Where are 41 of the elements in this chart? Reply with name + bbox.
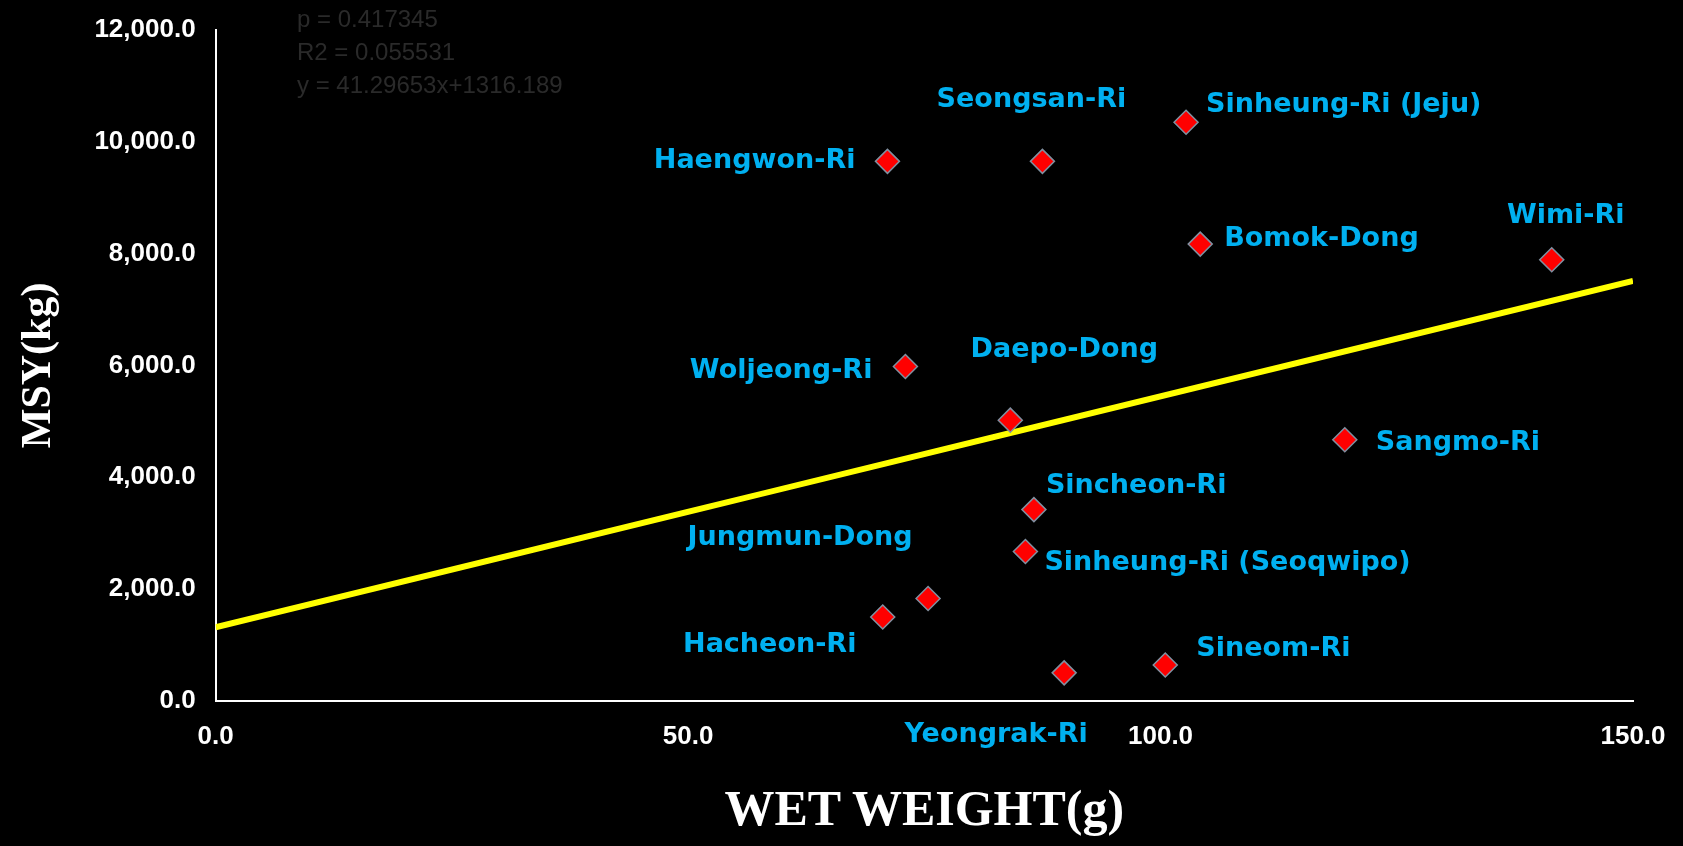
data-label: Daepo-Dong xyxy=(970,332,1159,364)
data-label: Sinheung-Ri (Jeju) xyxy=(1206,87,1482,119)
point xyxy=(869,604,896,630)
point xyxy=(1021,496,1047,523)
data-label: Sinheung-Ri (Seoqwipo) xyxy=(1044,544,1411,576)
x-tick-label: 50.0 xyxy=(662,719,714,750)
data-label: Woljeong-Ri xyxy=(689,352,873,384)
data-label: Jungmun-Dong xyxy=(685,519,913,551)
y-tick-label: 0.0 xyxy=(159,683,196,714)
point xyxy=(1029,148,1056,175)
point xyxy=(1051,660,1077,686)
point xyxy=(1187,231,1213,257)
x-axis-title: WET WEIGHT(g) xyxy=(724,779,1125,836)
point xyxy=(1152,652,1179,678)
point xyxy=(1332,427,1358,453)
data-label: Sangmo-Ri xyxy=(1375,424,1540,456)
point xyxy=(892,353,919,380)
data-label: Seongsan-Ri xyxy=(936,82,1127,114)
point xyxy=(997,407,1024,433)
y-tick-label: 10,000.0 xyxy=(94,124,196,155)
x-tick-label: 100.0 xyxy=(1128,719,1194,750)
data-label: Yeongrak-Ri xyxy=(903,716,1088,748)
point xyxy=(915,585,941,612)
data-label: Sineom-Ri xyxy=(1196,631,1351,663)
point xyxy=(1173,109,1199,135)
data-label: Wimi-Ri xyxy=(1506,197,1625,229)
point xyxy=(1538,247,1565,273)
data-label: Hacheon-Ri xyxy=(683,626,857,658)
y-tick-label: 6,000.0 xyxy=(108,348,196,379)
y-tick-label: 8,000.0 xyxy=(108,236,196,267)
data-label: Bomok-Dong xyxy=(1224,221,1419,253)
y-tick-label: 2,000.0 xyxy=(108,572,196,603)
data-label: Haengwon-Ri xyxy=(653,143,856,175)
y-tick-label: 12,000.0 xyxy=(94,13,196,44)
x-tick-label: 0.0 xyxy=(197,719,234,750)
point xyxy=(874,148,901,175)
data-label: Sincheon-Ri xyxy=(1045,467,1227,499)
point xyxy=(1012,538,1039,565)
y-tick-label: 4,000.0 xyxy=(108,460,196,491)
y-axis-title: MSY(kg) xyxy=(13,282,61,449)
x-tick-label: 150.0 xyxy=(1600,719,1666,750)
